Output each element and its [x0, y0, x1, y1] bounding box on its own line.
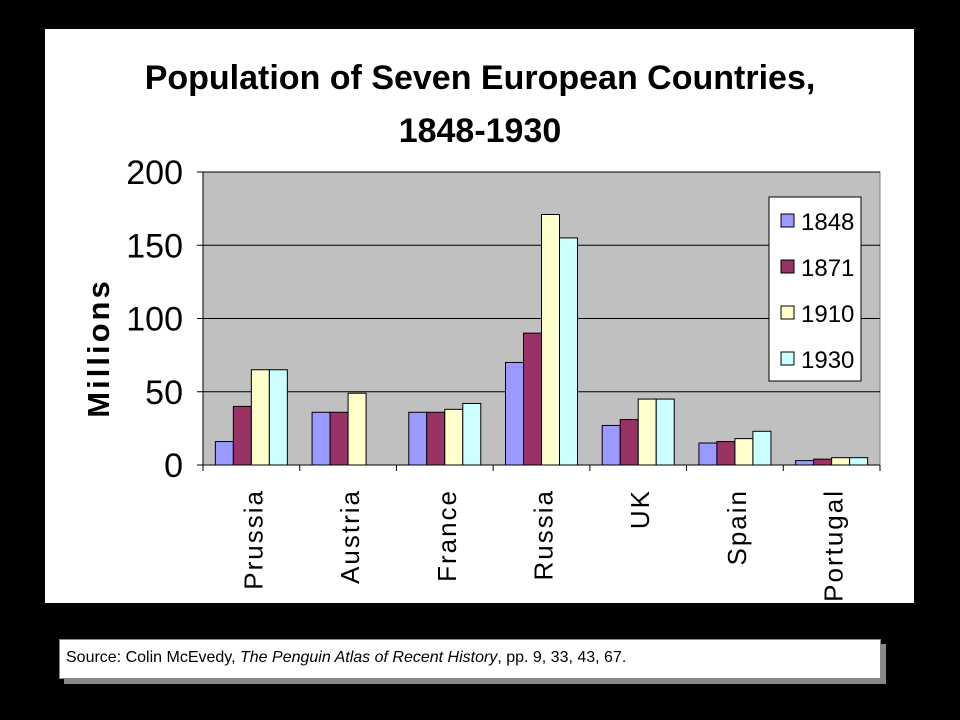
- population-bar-chart: Population of Seven European Countries, …: [81, 59, 881, 602]
- chart-subtitle: 1848-1930: [399, 112, 562, 150]
- x-tick-label: Austria: [335, 489, 365, 584]
- chart-panel: Population of Seven European Countries, …: [45, 29, 914, 603]
- legend-box: [768, 196, 862, 382]
- x-tick-label: Spain: [722, 489, 752, 566]
- legend-label-1910: 1910: [801, 301, 854, 328]
- bar-france-1910: [444, 408, 464, 466]
- bar-france-1848: [408, 411, 428, 466]
- y-tick-label: 200: [126, 154, 183, 192]
- source-prefix: Source: Colin McEvedy,: [66, 649, 240, 666]
- legend-label-1848: 1848: [801, 209, 854, 236]
- x-tick-label: UK: [625, 489, 655, 529]
- bar-russia-1848: [505, 361, 524, 466]
- bar-portugal-1910: [831, 457, 851, 466]
- bar-prussia-1910: [250, 369, 270, 466]
- source-book-title: The Penguin Atlas of Recent History: [240, 649, 498, 666]
- x-tick-label: Russia: [529, 489, 559, 580]
- legend-label-1871: 1871: [801, 255, 854, 282]
- y-tick-label: 0: [164, 447, 183, 485]
- bar-portugal-1871: [813, 458, 833, 466]
- y-tick-label: 50: [145, 374, 183, 412]
- bar-prussia-1930: [268, 369, 288, 466]
- bar-austria-1848: [311, 411, 331, 466]
- bar-portugal-1848: [795, 460, 815, 466]
- chart-title: Population of Seven European Countries,: [145, 59, 816, 97]
- y-tick-label: 100: [126, 301, 183, 339]
- bar-uk-1930: [655, 398, 675, 466]
- bar-portugal-1930: [849, 457, 869, 466]
- bar-spain-1910: [734, 438, 754, 466]
- legend-swatch-1930: [780, 351, 795, 366]
- bar-russia-1930: [559, 237, 578, 466]
- bar-france-1930: [462, 402, 482, 466]
- source-box: Source: Colin McEvedy, The Penguin Atlas…: [59, 639, 881, 679]
- bar-uk-1910: [637, 398, 657, 466]
- bar-austria-1871: [329, 411, 349, 466]
- source-citation: Source: Colin McEvedy, The Penguin Atlas…: [66, 649, 626, 667]
- y-tick-label: 150: [126, 227, 183, 265]
- bar-uk-1871: [619, 419, 639, 466]
- legend-swatch-1871: [780, 259, 795, 274]
- bar-russia-1871: [523, 332, 542, 466]
- x-tick-label: Portugal: [819, 489, 849, 602]
- legend-label-1930: 1930: [801, 347, 854, 374]
- bar-austria-1910: [347, 392, 367, 466]
- bar-russia-1910: [541, 213, 560, 466]
- legend-swatch-1910: [780, 305, 795, 320]
- bar-spain-1871: [716, 441, 736, 466]
- x-tick-label: France: [432, 489, 462, 582]
- bar-uk-1848: [601, 424, 621, 466]
- y-axis-label: Millions: [81, 278, 116, 417]
- source-suffix: , pp. 9, 33, 43, 67.: [497, 649, 627, 666]
- bar-spain-1930: [752, 430, 772, 466]
- bar-prussia-1871: [232, 405, 252, 466]
- legend-swatch-1848: [780, 213, 795, 228]
- bar-prussia-1848: [214, 441, 234, 466]
- bar-spain-1848: [698, 442, 718, 466]
- x-tick-label: Prussia: [238, 489, 268, 590]
- bar-france-1871: [426, 411, 446, 466]
